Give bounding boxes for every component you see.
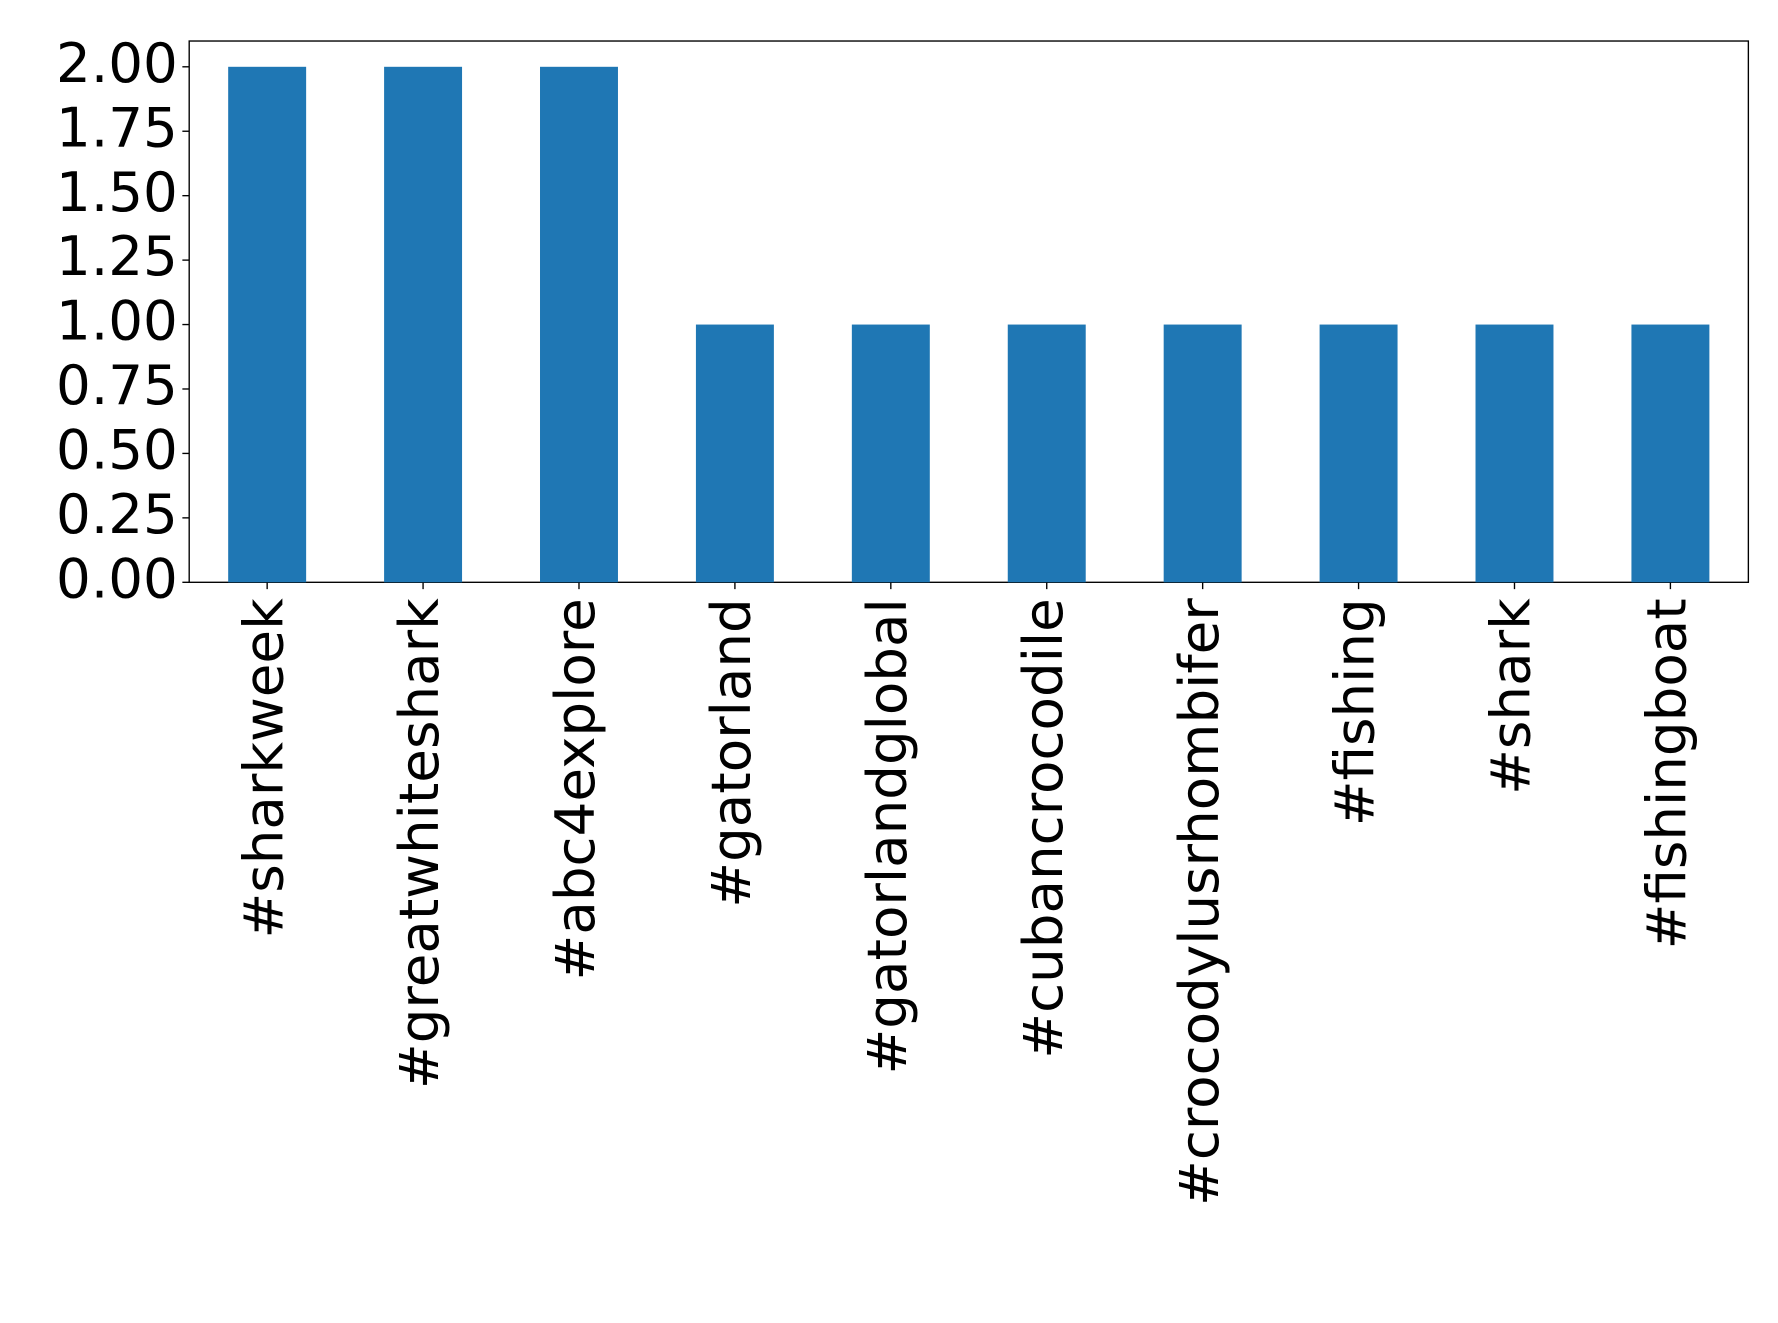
- y-tick-label: 1.50: [56, 160, 178, 224]
- bar: [695, 324, 774, 583]
- x-tick-label: #gatorland: [699, 598, 763, 907]
- plot-frame: [188, 40, 1750, 583]
- y-tick-label: 2.00: [56, 31, 178, 95]
- x-tick-label: #abc4explore: [543, 598, 607, 980]
- bar: [228, 66, 307, 583]
- y-tick-label: 1.00: [56, 289, 178, 353]
- bar: [1007, 324, 1086, 583]
- bar: [1631, 324, 1710, 583]
- y-tick-label: 0.00: [56, 546, 178, 610]
- x-tick-label: #shark: [1479, 598, 1543, 795]
- x-tick-label: #greatwhiteshark: [387, 598, 451, 1089]
- bar: [1319, 324, 1398, 583]
- x-tick-label: #crocodylusrhombifer: [1167, 598, 1231, 1206]
- x-tick-label: #fishingboat: [1635, 598, 1699, 949]
- bar: [851, 324, 930, 583]
- y-tick-label: 1.75: [56, 95, 178, 159]
- y-tick-label: 0.75: [56, 353, 178, 417]
- bar: [384, 66, 463, 583]
- y-tick-label: 0.25: [56, 482, 178, 546]
- x-tick-label: #cubancrocodile: [1011, 598, 1075, 1058]
- y-tick-label: 1.25: [56, 224, 178, 288]
- x-tick-label: #gatorlandglobal: [855, 598, 919, 1074]
- x-tick-label: #fishing: [1323, 598, 1387, 826]
- y-tick-label: 0.50: [56, 418, 178, 482]
- bar: [1475, 324, 1554, 583]
- bar: [1163, 324, 1242, 583]
- x-tick-label: #sharkweek: [231, 598, 295, 939]
- bar: [540, 66, 618, 583]
